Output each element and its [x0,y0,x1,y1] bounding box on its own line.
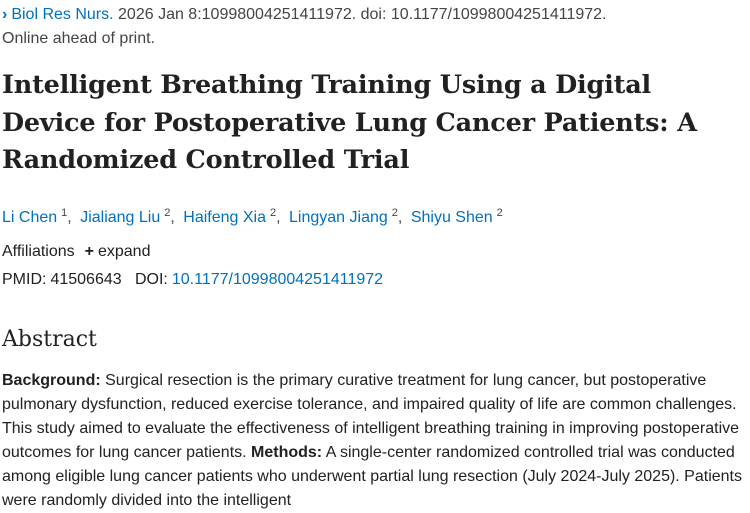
author-link[interactable]: Jialiang Liu [80,209,161,226]
author-link[interactable]: Shiyu Shen [410,209,493,226]
affiliation-ref[interactable]: 2 [164,207,171,219]
methods-label: Methods: [251,444,323,461]
chevron-right-icon[interactable]: › [2,6,8,23]
citation-details: 2026 Jan 8:10998004251411972. doi: 10.11… [113,6,607,23]
author-link[interactable]: Haifeng Xia [183,209,266,226]
affiliations-toggle[interactable]: Affiliations + expand [2,240,150,264]
abstract-heading: Abstract [2,327,97,352]
affiliations-label: Affiliations [2,243,75,260]
author-list: Li Chen 1, Jialiang Liu 2, Haifeng Xia 2, L… [2,207,503,226]
background-text: Surgical resection is the primary curati… [2,372,740,461]
pmid-label: PMID: [2,271,47,288]
abstract-text: Background: Surgical resection is the pr… [2,369,742,513]
expand-label[interactable]: expand [97,243,151,260]
identifiers: PMID: 41506643 DOI: 10.1177/10998004251411… [2,268,383,292]
pmid-value: 41506643 [50,271,122,288]
journal-link[interactable]: Biol Res Nurs. [11,6,114,23]
affiliation-ref[interactable]: 2 [496,207,503,219]
citation-line: › Biol Res Nurs. 2026 Jan 8:1099800425141… [2,3,607,27]
background-label: Background: [2,372,101,389]
publication-status: Online ahead of print. [2,30,155,47]
affiliation-ref[interactable]: 2 [391,207,398,219]
affiliation-ref[interactable]: 1 [61,207,68,219]
article-title: Intelligent Breathing Training Using a D… [2,70,697,175]
doi-label: DOI: [134,271,168,288]
doi-link[interactable]: 10.1177/10998004251411972 [171,271,384,288]
author-link[interactable]: Li Chen [2,209,58,226]
plus-icon: + [84,243,94,260]
affiliation-ref[interactable]: 2 [270,207,277,219]
author-link[interactable]: Lingyan Jiang [289,209,388,226]
